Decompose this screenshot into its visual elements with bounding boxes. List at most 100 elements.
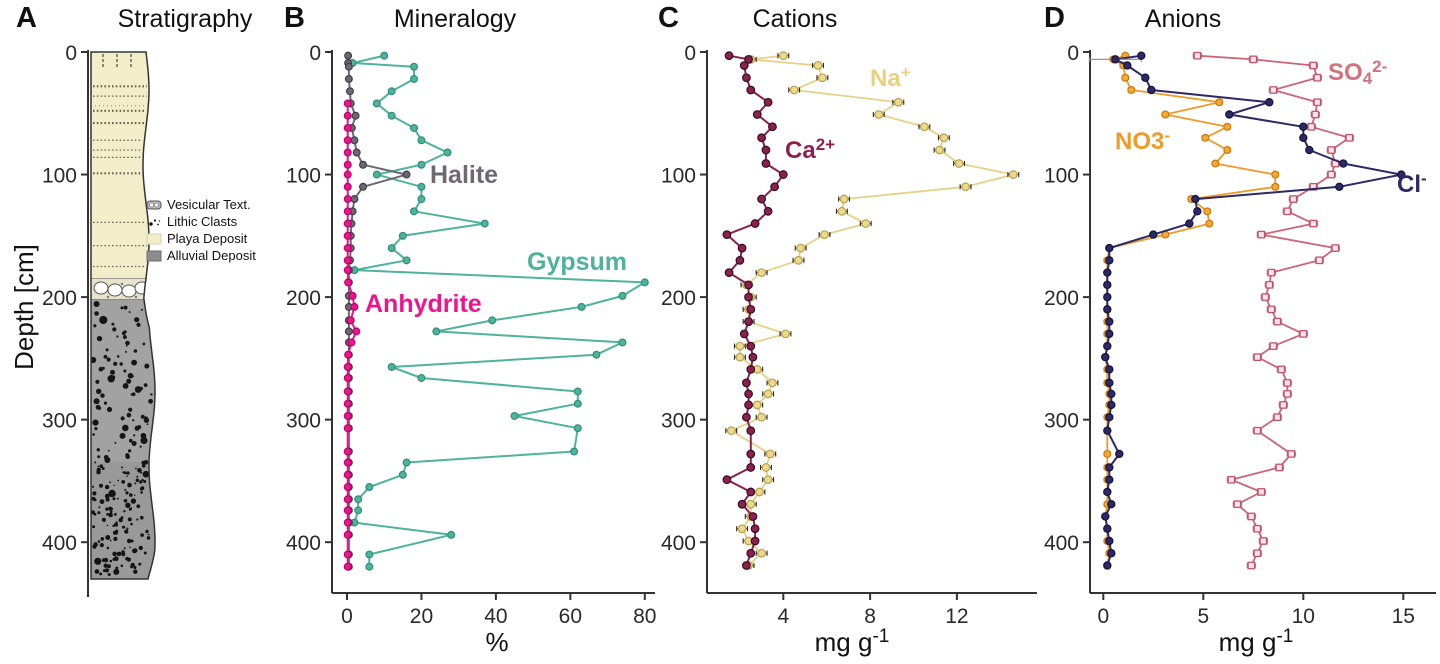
panel-letter-b: B [284,2,305,34]
so4-marker [1247,512,1256,521]
cl-marker [1105,536,1114,546]
clast [93,281,109,295]
no3-label: NO3- [1115,126,1170,155]
na-marker [1008,170,1018,179]
ca-marker [763,97,773,107]
na-marker [757,268,766,277]
anhydrite-marker [343,458,352,467]
x-tick-label: 8 [864,605,876,628]
anhydrite-marker [343,424,352,433]
y-tick-label: 400 [1044,532,1079,555]
so4-marker [1307,122,1316,131]
anhydrite-marker [344,278,353,287]
ca-marker [739,329,749,339]
ca-marker [744,389,753,399]
panel-c-series: Na+ Ca2+ [722,51,1020,570]
y-tick-label: 0 [65,42,77,65]
anhydrite-marker [352,327,361,336]
legend-label: Alluvial Deposit [167,248,256,263]
na-marker [757,548,766,558]
ca-marker [744,317,753,327]
gypsum-marker [398,470,407,479]
ca-marker [750,536,760,546]
halite-marker [359,182,368,191]
so4-marker [1299,330,1308,338]
anhydrite-marker [344,350,353,359]
na-marker [817,73,827,83]
cl-marker [1103,341,1112,351]
cl-marker [1299,122,1308,131]
halite-marker [350,195,359,204]
na-marker [961,182,970,192]
ca-marker [757,133,766,143]
no3-marker [1223,146,1232,155]
anhydrite-marker [343,411,352,420]
clast [121,284,137,298]
legend-label: Vesicular Text. [167,197,251,212]
gypsum-marker [387,362,396,371]
cl-marker [1101,512,1110,521]
y-tick-label: 100 [286,165,321,188]
y-tick-label: 200 [1044,287,1079,310]
ca-marker [748,352,758,362]
cl-marker [1147,85,1156,95]
so4-marker [1257,488,1266,496]
halite-marker [352,148,361,157]
cl-marker [1103,487,1112,497]
gypsum-marker [577,302,586,311]
anhydrite-marker [343,99,352,108]
cl-marker [1105,365,1114,374]
x-axis-title: mg g-1 [1219,626,1294,657]
x-axis-title: mg g-1 [815,626,890,657]
x-tick-label: 15 [1392,605,1415,628]
y-tick-label: 400 [286,532,321,555]
na-marker [752,400,762,410]
ca-marker [778,170,788,179]
x-tick-label: 0 [1097,605,1109,628]
so4-marker [1283,207,1292,216]
ca-marker [768,122,777,132]
panel-b-series: Gypsum Halite Anhydrite [343,51,649,571]
y-tick-label: 200 [42,287,77,310]
playa-deposit-swatch [146,233,162,244]
ca-label: Ca2+ [785,135,835,164]
anhydrite-marker [343,266,352,275]
clast [107,283,123,297]
so4-marker [1283,379,1292,387]
anhydrite-marker [343,123,352,132]
panel-letter-a: A [16,2,37,34]
no3-marker [1201,133,1210,142]
cl-marker [1101,352,1110,362]
anhydrite-marker [350,302,359,311]
ca-marker [746,341,756,351]
so4-marker [1253,353,1262,361]
cl-marker [1141,73,1150,82]
ca-marker [746,548,756,558]
cl-marker [1103,305,1112,314]
so4-marker [1313,73,1322,82]
na-marker [761,463,771,472]
so4-marker [1313,98,1322,107]
so4-marker [1309,219,1318,228]
cl-marker [1299,133,1308,142]
anhydrite-marker [343,231,352,240]
gypsum-marker [417,373,426,382]
na-marker [755,487,764,497]
ca-marker [770,182,780,192]
gypsum-marker [380,51,389,60]
na-marker [874,110,884,119]
anhydrite-marker [343,518,352,527]
panel-title-anions: Anions [1144,5,1222,33]
anhydrite-marker [348,291,357,300]
no3-marker [1271,170,1280,179]
cl-marker [1115,449,1124,459]
ca-marker [761,145,771,155]
so4-marker [1267,268,1276,277]
so4-marker [1193,51,1202,60]
ca-marker [746,487,756,497]
halite-marker [345,87,354,96]
ca-marker [746,449,756,459]
no3-marker [1203,207,1212,216]
